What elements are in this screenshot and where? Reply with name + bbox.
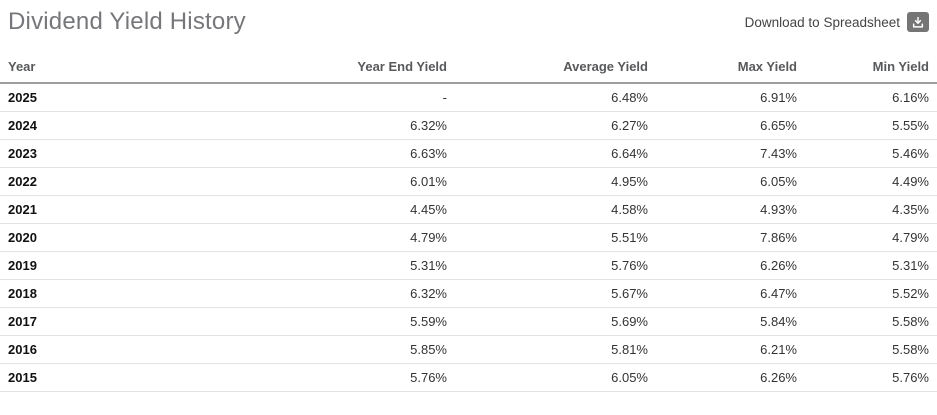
yield-value-cell: 5.85%: [140, 335, 447, 364]
yield-value-cell: 5.52%: [797, 279, 937, 308]
yield-value-cell: -: [140, 83, 447, 112]
year-cell: 2019: [0, 251, 140, 280]
yield-value-cell: 5.76%: [797, 363, 937, 392]
column-header-year: Year: [0, 51, 140, 84]
column-header-max-yield: Max Yield: [648, 51, 797, 84]
year-cell: 2025: [0, 83, 140, 112]
yield-value-cell: 5.69%: [447, 307, 648, 336]
yield-value-cell: 5.55%: [797, 111, 937, 140]
yield-value-cell: 6.27%: [447, 111, 648, 140]
year-cell: 2023: [0, 139, 140, 168]
yield-value-cell: 5.67%: [447, 279, 648, 308]
year-cell: 2016: [0, 335, 140, 364]
yield-value-cell: 6.91%: [648, 83, 797, 112]
yield-value-cell: 6.05%: [447, 363, 648, 392]
yield-value-cell: 5.76%: [447, 251, 648, 280]
download-to-spreadsheet-button[interactable]: Download to Spreadsheet: [745, 8, 929, 32]
yield-value-cell: 5.58%: [797, 307, 937, 336]
yield-value-cell: 5.31%: [140, 251, 447, 280]
yield-value-cell: 6.48%: [447, 83, 648, 112]
yield-value-cell: 6.05%: [648, 167, 797, 196]
yield-value-cell: 6.01%: [140, 167, 447, 196]
column-header-year-end-yield: Year End Yield: [140, 51, 447, 84]
yield-value-cell: 4.45%: [140, 195, 447, 224]
table-row: 2020 4.79% 5.51% 7.86% 4.79%: [0, 223, 937, 252]
table-row: 2019 5.31% 5.76% 6.26% 5.31%: [0, 251, 937, 280]
table-row: 2021 4.45% 4.58% 4.93% 4.35%: [0, 195, 937, 224]
yield-value-cell: 6.16%: [797, 83, 937, 112]
year-cell: 2022: [0, 167, 140, 196]
table-row: 2017 5.59% 5.69% 5.84% 5.58%: [0, 307, 937, 336]
yield-value-cell: 6.32%: [140, 279, 447, 308]
yield-value-cell: 4.95%: [447, 167, 648, 196]
yield-value-cell: 5.84%: [648, 307, 797, 336]
table-row: 2018 6.32% 5.67% 6.47% 5.52%: [0, 279, 937, 308]
yield-value-cell: 5.51%: [447, 223, 648, 252]
yield-value-cell: 6.47%: [648, 279, 797, 308]
download-label: Download to Spreadsheet: [744, 14, 900, 30]
yield-value-cell: 7.43%: [648, 139, 797, 168]
yield-value-cell: 5.46%: [797, 139, 937, 168]
yield-value-cell: 6.63%: [140, 139, 447, 168]
table-row: 2025-6.48% 6.91% 6.16%: [0, 83, 937, 112]
yield-value-cell: 7.86%: [648, 223, 797, 252]
yield-value-cell: 6.32%: [140, 111, 447, 140]
year-cell: 2017: [0, 307, 140, 336]
download-icon[interactable]: [907, 12, 929, 32]
yield-value-cell: 6.64%: [447, 139, 648, 168]
table-body: 2025-6.48% 6.91% 6.16% 2024 6.32% 6.27% 6.65% 5…: [0, 83, 937, 392]
year-cell: 2018: [0, 279, 140, 308]
yield-value-cell: 4.93%: [648, 195, 797, 224]
table-row: 2022 6.01% 4.95% 6.05% 4.49%: [0, 167, 937, 196]
table-row: 2024 6.32% 6.27% 6.65% 5.55%: [0, 111, 937, 140]
dividend-yield-table: Year Year End Yield Average Yield Max Yi…: [0, 51, 937, 392]
yield-value-cell: 5.59%: [140, 307, 447, 336]
table-header-row: Year Year End Yield Average Yield Max Yi…: [0, 51, 937, 84]
column-header-min-yield: Min Yield: [797, 51, 937, 84]
table-row: 2015 5.76% 6.05% 6.26% 5.76%: [0, 363, 937, 392]
year-cell: 2020: [0, 223, 140, 252]
yield-value-cell: 5.31%: [797, 251, 937, 280]
column-header-average-yield: Average Yield: [447, 51, 648, 84]
year-cell: 2021: [0, 195, 140, 224]
year-cell: 2015: [0, 363, 140, 392]
yield-value-cell: 5.81%: [447, 335, 648, 364]
yield-value-cell: 4.49%: [797, 167, 937, 196]
yield-value-cell: 4.79%: [140, 223, 447, 252]
table-header: Year Year End Yield Average Yield Max Yi…: [0, 51, 937, 84]
yield-value-cell: 4.79%: [797, 223, 937, 252]
yield-value-cell: 6.65%: [648, 111, 797, 140]
yield-value-cell: 6.21%: [648, 335, 797, 364]
widget-header: Dividend Yield History Download to Sprea…: [0, 0, 937, 36]
yield-value-cell: 4.35%: [797, 195, 937, 224]
table-row: 2023 6.63% 6.64% 7.43% 5.46%: [0, 139, 937, 168]
page-title: Dividend Yield History: [8, 8, 246, 35]
yield-value-cell: 4.58%: [447, 195, 648, 224]
yield-value-cell: 5.76%: [140, 363, 447, 392]
yield-value-cell: 6.26%: [648, 363, 797, 392]
table-row: 2016 5.85% 5.81% 6.21% 5.58%: [0, 335, 937, 364]
yield-value-cell: 6.26%: [648, 251, 797, 280]
yield-value-cell: 5.58%: [797, 335, 937, 364]
year-cell: 2024: [0, 111, 140, 140]
